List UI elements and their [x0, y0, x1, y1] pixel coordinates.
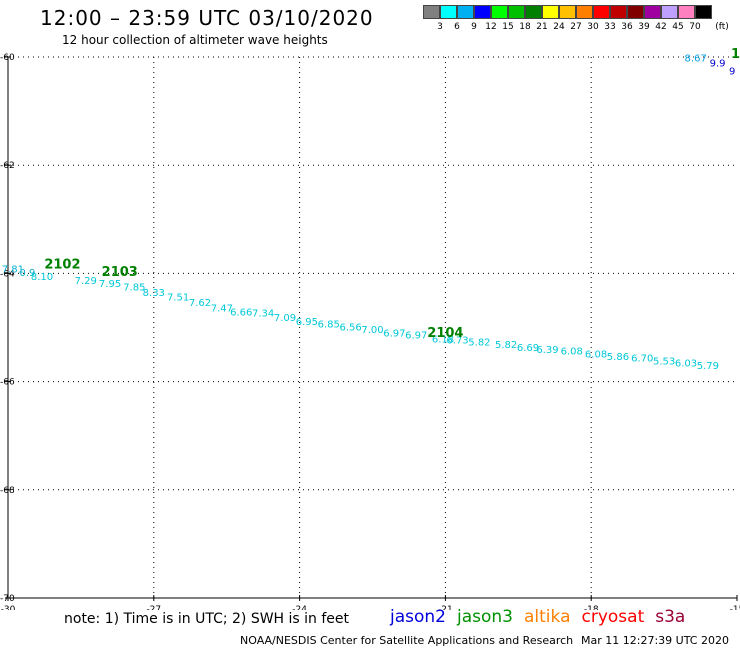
track-label: 1 — [731, 47, 740, 62]
color-swatch — [610, 5, 627, 19]
wave-height-point: 9 — [729, 66, 735, 77]
x-tick-label: -30 — [1, 605, 16, 610]
wave-height-point: 7.09 — [274, 313, 296, 324]
color-swatch — [508, 5, 525, 19]
wave-height-point: 5.79 — [697, 361, 719, 372]
track-label: 2104 — [427, 326, 463, 341]
wave-height-point: 6.08 — [561, 347, 583, 358]
color-scale-tick: 15 — [502, 22, 514, 32]
color-swatch — [576, 5, 593, 19]
y-tick-label: -64 — [0, 269, 15, 279]
y-tick-label: -70 — [0, 594, 15, 604]
satellite-jason3: jason3 — [457, 607, 513, 627]
wave-height-point: 6.66 — [230, 308, 252, 319]
color-scale-tick: 70 — [689, 22, 701, 32]
color-swatch — [423, 5, 440, 19]
wave-height-point: 8.10 — [31, 272, 53, 283]
color-swatch — [661, 5, 678, 19]
color-swatch — [457, 5, 474, 19]
credit-text: NOAA/NESDIS Center for Satellite Applica… — [240, 634, 574, 647]
x-tick-label: -18 — [584, 605, 599, 610]
color-scale-tick: 42 — [655, 22, 667, 32]
color-swatch — [525, 5, 542, 19]
x-tick-label: -15 — [730, 605, 740, 610]
color-scale-tick: 3 — [437, 22, 443, 32]
color-swatch — [644, 5, 661, 19]
x-tick-label: -27 — [146, 605, 161, 610]
wave-height-point: 6.69 — [517, 343, 539, 354]
wave-height-point: 7.51 — [167, 292, 189, 303]
color-scale-unit: (ft) — [715, 22, 729, 32]
y-tick-label: -68 — [0, 486, 15, 496]
wave-height-point: 6.70 — [631, 354, 653, 365]
wave-height-point: 6.85 — [318, 320, 340, 331]
color-swatch — [678, 5, 695, 19]
wave-height-point: 5.82 — [468, 337, 490, 348]
satellite-legend: jason2 jason3 altika cryosat s3a — [390, 607, 696, 627]
wave-height-point: 8.67 — [685, 53, 707, 64]
wave-height-point: 5.53 — [653, 356, 675, 367]
color-scale-tick: 18 — [519, 22, 531, 32]
color-scale-tick: 39 — [638, 22, 650, 32]
wave-height-point: 7.29 — [75, 276, 97, 287]
satellite-s3a: s3a — [655, 607, 686, 627]
wave-height-point: 7.47 — [211, 303, 233, 314]
color-swatch — [627, 5, 644, 19]
wave-height-point: 5.82 — [495, 340, 517, 351]
track-label: 2102 — [44, 258, 80, 273]
color-scale-tick: 9 — [471, 22, 477, 32]
wave-height-point: 7.34 — [252, 309, 274, 320]
wave-height-point: 7.00 — [361, 325, 383, 336]
wave-height-point: 6.18 — [432, 335, 454, 346]
color-swatch — [491, 5, 508, 19]
color-swatch — [474, 5, 491, 19]
color-scale-tick: 30 — [587, 22, 599, 32]
satellite-altika: altika — [524, 607, 571, 627]
wave-height-point: 7.85 — [123, 283, 145, 294]
y-tick-label: -62 — [0, 161, 15, 171]
color-swatch — [559, 5, 576, 19]
wave-height-point: 6.97 — [383, 329, 405, 340]
footer-note: note: 1) Time is in UTC; 2) SWH is in fe… — [64, 611, 350, 627]
page-subtitle: 12 hour collection of altimeter wave hei… — [62, 33, 328, 47]
wave-height-point: 6.97 — [405, 330, 427, 341]
color-scale-tick: 36 — [621, 22, 633, 32]
color-swatch — [593, 5, 610, 19]
color-scale-tick: 27 — [570, 22, 582, 32]
color-scale-tick: 12 — [485, 22, 497, 32]
wave-height-point: 7.62 — [189, 298, 211, 309]
y-tick-label: -66 — [0, 378, 15, 388]
color-scale-tick: 21 — [536, 22, 548, 32]
satellite-cryosat: cryosat — [581, 607, 645, 627]
wave-height-point: 0.9 — [19, 268, 35, 279]
page-title: 12:00 – 23:59 UTC 03/10/2020 — [40, 6, 374, 30]
color-scale-tick: 6 — [454, 22, 460, 32]
wave-height-point: 6.73 — [446, 336, 468, 347]
wave-height-point: 9.9 — [710, 59, 726, 70]
track-label: 2103 — [102, 265, 138, 280]
color-swatch — [695, 5, 712, 19]
color-scale-tick: 24 — [553, 22, 565, 32]
wave-height-point: 5.86 — [607, 352, 629, 363]
x-tick-label: -21 — [438, 605, 453, 610]
color-scale-tick: 33 — [604, 22, 616, 32]
wave-height-point: 8.33 — [143, 288, 165, 299]
wave-height-point: 6.39 — [536, 345, 558, 356]
y-tick-label: -60 — [0, 53, 15, 63]
wave-height-chart: -30 -27 -24 -21 -18 -15 -60 -62 -64 -66 -68 -70 7.81… — [0, 47, 740, 610]
wave-height-point: 6.56 — [339, 323, 361, 334]
wave-height-point: 6.95 — [296, 317, 318, 328]
color-swatch — [542, 5, 559, 19]
x-tick-label: -24 — [292, 605, 307, 610]
wave-height-point: 7.81 — [2, 264, 24, 275]
color-swatch — [440, 5, 457, 19]
wave-height-point: 6.03 — [675, 358, 697, 369]
wave-height-point: 7.95 — [99, 279, 121, 290]
wave-height-point: 6.08 — [585, 349, 607, 360]
satellite-jason2: jason2 — [390, 607, 446, 627]
color-scale-tick: 45 — [672, 22, 684, 32]
generated-timestamp: Mar 11 12:27:39 UTC 2020 — [581, 634, 729, 647]
